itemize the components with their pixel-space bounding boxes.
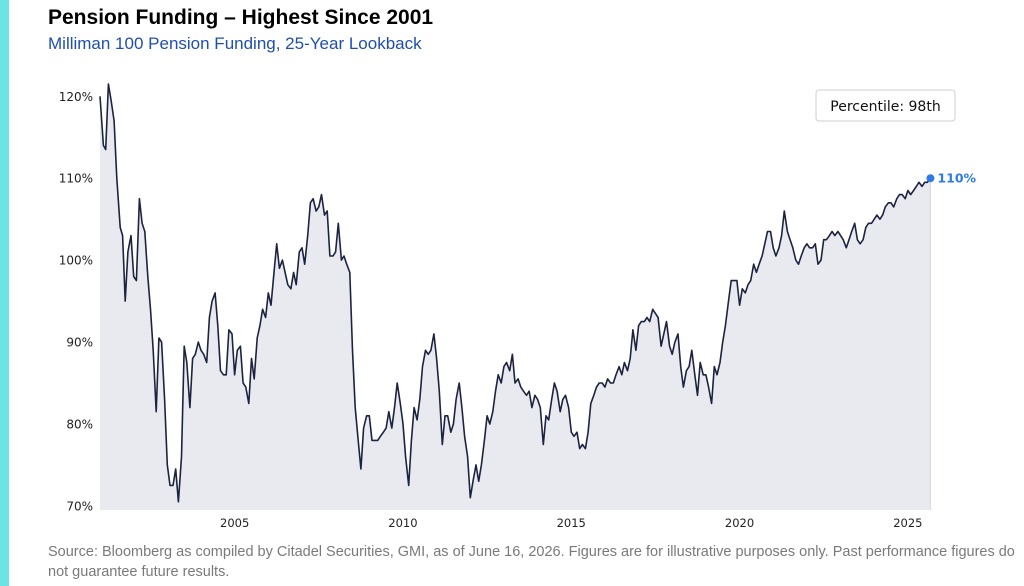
series-line [99,83,932,503]
chart-title: Pension Funding – Highest Since 2001 [48,6,434,29]
chart-subtitle: Milliman 100 Pension Funding, 25-Year Lo… [48,34,422,53]
y-tick-label: 80% [66,417,93,431]
x-tick-label: 2025 [893,516,922,530]
series-area-fill [100,84,931,510]
y-tick-label: 110% [59,172,93,186]
last-data-point [926,174,935,183]
percentile-box: Percentile: 98th [815,89,956,122]
x-tick-label: 2010 [388,516,417,530]
source-note: Source: Bloomberg as compiled by Citadel… [48,544,1015,580]
x-tick-label: 2015 [557,516,586,530]
plot-area [99,83,955,510]
y-axis: 70% 80% 90% 100% 110% 120% [59,90,93,514]
percentile-label: Percentile: 98th [830,99,940,115]
x-tick-label: 2020 [725,516,754,530]
last-point-label: 110% [937,171,976,186]
x-axis: 2005 2010 2015 2020 2025 [220,516,923,530]
chart-area: 70%80%90%100%110%120% 2005 2010 2015 2020 20… [59,83,977,530]
y-tick-label: 100% [59,254,93,268]
x-tick-label: 2005 [220,516,249,530]
y-tick-label: 120% [59,90,93,104]
accent-bar [0,0,9,586]
y-tick-label: 70% [66,499,93,513]
y-tick-label: 90% [66,336,93,350]
